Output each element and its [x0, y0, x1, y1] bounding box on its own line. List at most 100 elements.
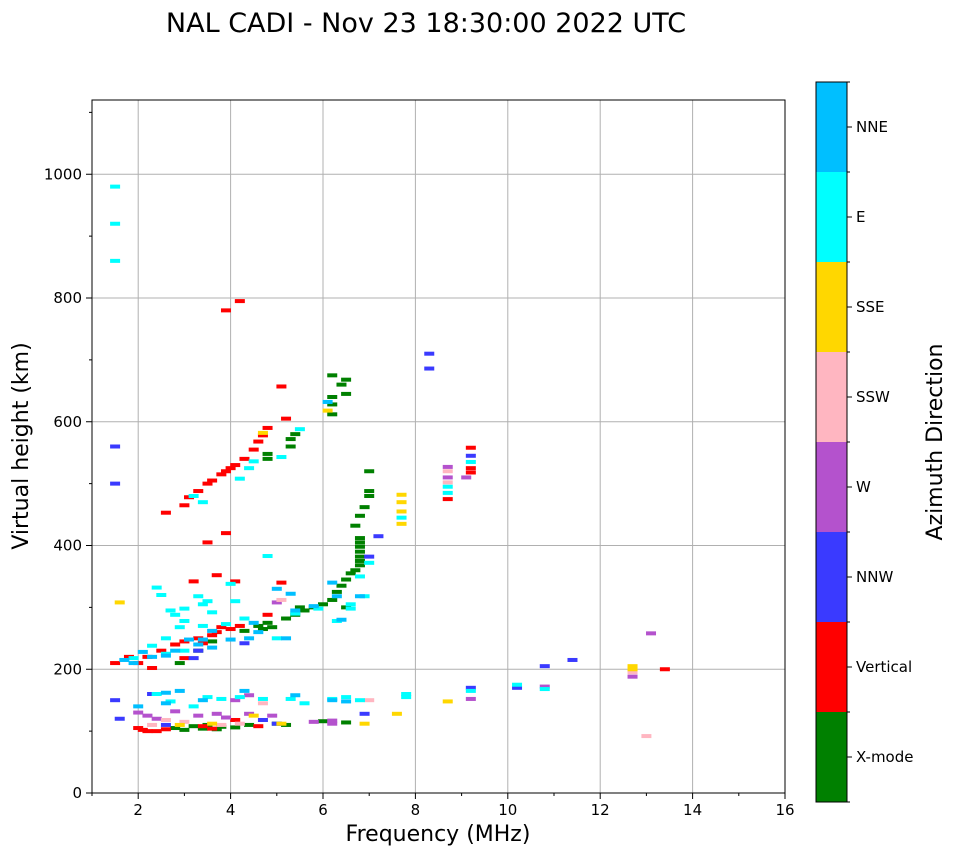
point-e: [230, 599, 241, 604]
point-nne: [207, 645, 218, 650]
point-vertical: [197, 724, 208, 729]
colorbar-segment: [816, 172, 847, 262]
point-nne: [147, 654, 158, 659]
point-e: [234, 695, 245, 700]
point-x-mode: [364, 469, 375, 474]
point-e: [248, 459, 259, 464]
point-vertical: [248, 447, 259, 452]
point-x-mode: [364, 489, 375, 494]
point-sse: [391, 711, 402, 716]
point-nnw: [512, 685, 523, 690]
point-e: [239, 616, 250, 621]
point-nnw: [257, 717, 268, 722]
y-axis-label: Virtual height (km): [9, 342, 34, 549]
point-x-mode: [354, 554, 365, 559]
point-e: [110, 258, 121, 263]
point-w: [211, 711, 222, 716]
point-nne: [290, 608, 301, 613]
point-e: [364, 560, 375, 565]
y-tick-label: 600: [53, 413, 82, 431]
point-nne: [170, 648, 181, 653]
point-e: [110, 184, 121, 189]
point-nne: [133, 704, 144, 709]
point-sse: [442, 699, 453, 704]
point-e: [188, 704, 199, 709]
point-e: [539, 687, 550, 692]
point-x-mode: [327, 395, 338, 399]
point-e: [179, 648, 190, 653]
point-nnw: [539, 664, 550, 669]
point-nne: [197, 637, 208, 642]
point-e: [442, 484, 453, 489]
point-nnw: [465, 453, 476, 458]
point-x-mode: [290, 432, 301, 437]
point-e: [151, 585, 162, 590]
point-w: [327, 721, 338, 726]
point-x-mode: [262, 620, 273, 625]
point-nnw: [424, 351, 435, 356]
point-vertical: [142, 729, 153, 734]
colorbar: X-mode Vertical NNW W SSW SSE E NNE: [815, 81, 913, 803]
point-x-mode: [327, 412, 338, 417]
point-x-mode: [230, 725, 241, 730]
point-e: [193, 594, 204, 599]
point-nne: [281, 636, 292, 641]
point-vertical: [281, 416, 292, 421]
point-vertical: [230, 579, 241, 584]
colorbar-tick-label: NNE: [856, 118, 888, 136]
point-vertical: [156, 648, 167, 653]
point-nnw: [359, 711, 370, 716]
colorbar-frame: [815, 81, 848, 803]
point-e: [179, 618, 190, 623]
colorbar-segment: [816, 532, 847, 622]
point-e: [512, 682, 523, 687]
point-e: [345, 606, 356, 611]
point-x-mode: [341, 720, 352, 725]
point-nne: [253, 630, 264, 635]
point-e: [216, 696, 227, 701]
colorbar-tick-label: X-mode: [856, 748, 913, 766]
point-nne: [160, 690, 171, 695]
point-vertical: [234, 299, 245, 304]
point-x-mode: [354, 536, 365, 541]
point-sse: [396, 521, 407, 526]
chart-title: NAL CADI - Nov 23 18:30:00 2022 UTC: [166, 8, 686, 39]
x-tick-label: 10: [498, 801, 517, 819]
point-vertical: [262, 612, 273, 617]
colorbar-segment: [816, 262, 847, 352]
point-x-mode: [354, 544, 365, 549]
point-nne: [322, 399, 333, 404]
point-e: [257, 696, 268, 701]
point-vertical: [216, 472, 227, 477]
point-ssw: [257, 701, 268, 706]
point-sse: [627, 667, 638, 672]
point-nne: [331, 594, 342, 599]
point-nne: [248, 620, 259, 625]
point-x-mode: [299, 608, 310, 613]
point-x-mode: [331, 589, 342, 594]
point-w: [244, 693, 255, 698]
point-e: [465, 688, 476, 693]
point-x-mode: [327, 597, 338, 602]
point-ssw: [276, 597, 287, 602]
y-axis-ticks: 0 200 400 600 800 1000: [44, 111, 92, 802]
point-e: [234, 476, 245, 481]
point-nne: [239, 688, 250, 693]
point-vertical: [216, 625, 227, 630]
point-x-mode: [354, 540, 365, 545]
point-x-mode: [244, 722, 255, 727]
point-ssw: [442, 480, 453, 485]
point-e: [156, 593, 167, 597]
point-nne: [285, 591, 296, 596]
point-sse: [257, 430, 268, 435]
point-vertical: [110, 661, 121, 666]
point-vertical: [253, 724, 264, 729]
point-w: [646, 631, 657, 636]
point-x-mode: [267, 625, 278, 630]
point-sse: [359, 721, 370, 726]
point-x-mode: [188, 724, 199, 729]
point-x-mode: [341, 577, 352, 582]
point-e: [179, 606, 190, 611]
point-nne: [207, 628, 218, 633]
point-vertical: [659, 667, 670, 672]
